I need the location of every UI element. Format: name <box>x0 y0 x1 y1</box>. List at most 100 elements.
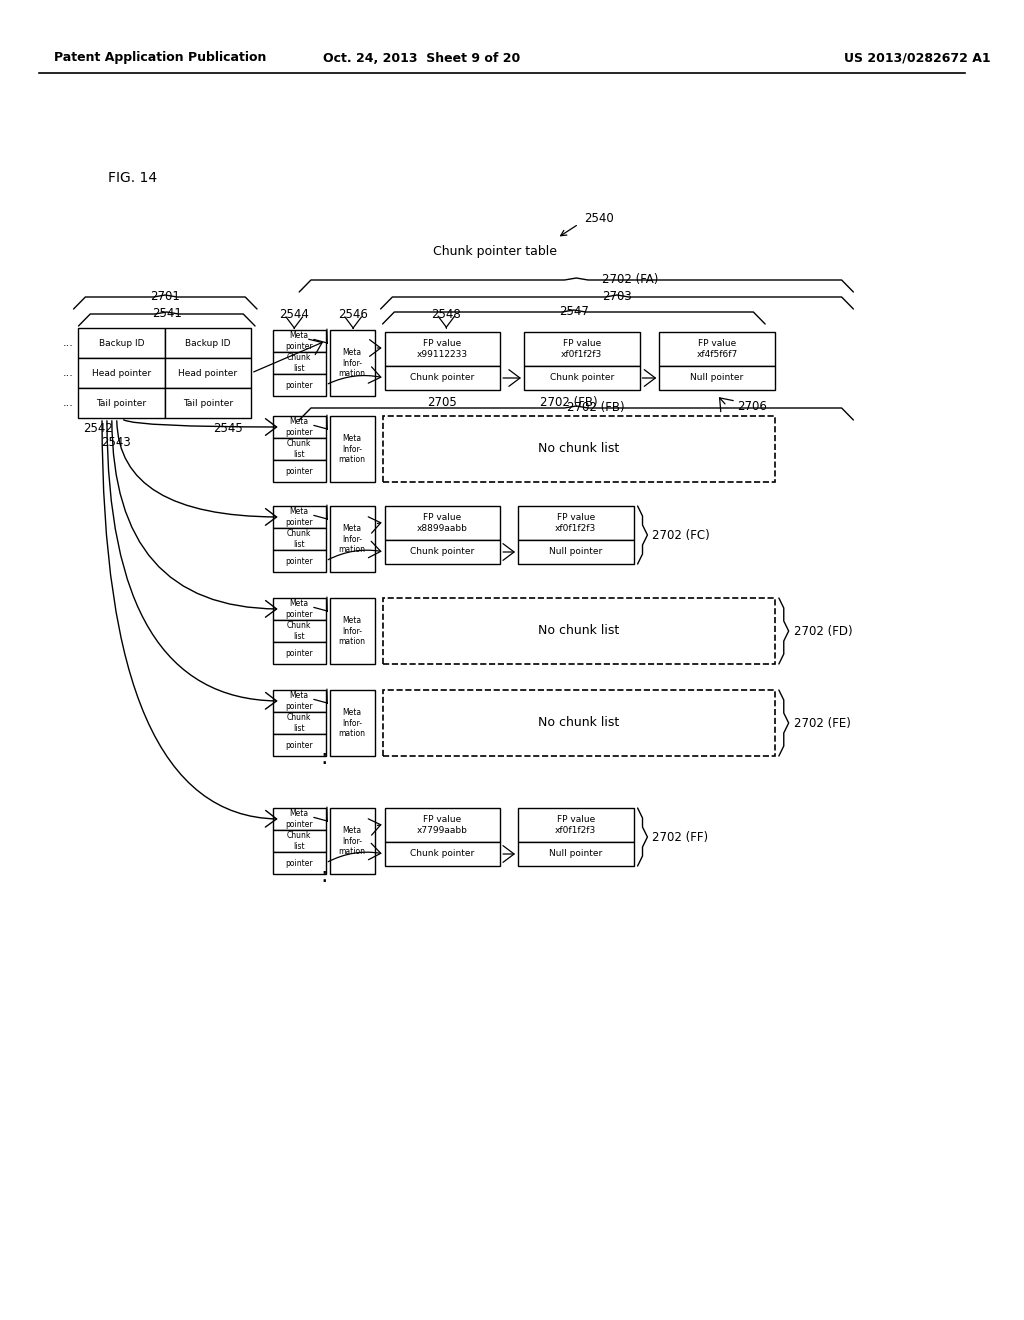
Text: Tail pointer: Tail pointer <box>183 399 233 408</box>
Bar <box>383 690 775 756</box>
Text: :: : <box>319 866 328 886</box>
Text: ...: ... <box>62 338 74 348</box>
Text: 2540: 2540 <box>584 211 613 224</box>
Text: Meta
Infor-
mation: Meta Infor- mation <box>339 524 366 554</box>
Bar <box>165 388 251 418</box>
Text: Chunk pointer: Chunk pointer <box>411 548 474 557</box>
Text: pointer: pointer <box>286 466 313 475</box>
Text: 2702 (FB): 2702 (FB) <box>567 401 625 414</box>
Text: 2702 (FC): 2702 (FC) <box>652 528 710 541</box>
Bar <box>518 540 634 564</box>
Text: Meta
pointer: Meta pointer <box>286 417 313 437</box>
Text: Chunk
list: Chunk list <box>287 832 311 850</box>
Text: FIG. 14: FIG. 14 <box>108 172 157 185</box>
Bar <box>385 366 501 389</box>
Text: 2703: 2703 <box>602 290 632 304</box>
Text: 2706: 2706 <box>736 400 767 413</box>
Bar <box>272 598 326 620</box>
Text: Head pointer: Head pointer <box>92 368 152 378</box>
Bar <box>385 540 501 564</box>
Bar <box>272 711 326 734</box>
Bar <box>272 374 326 396</box>
Text: FP value
xf0f1f2f3: FP value xf0f1f2f3 <box>555 816 596 834</box>
Text: 2547: 2547 <box>559 305 589 318</box>
Text: Chunk
list: Chunk list <box>287 354 311 372</box>
Bar <box>385 808 501 842</box>
Text: Meta
Infor-
mation: Meta Infor- mation <box>339 434 366 463</box>
Text: 2702 (FB): 2702 (FB) <box>540 396 598 409</box>
Bar <box>79 358 165 388</box>
Bar <box>524 366 640 389</box>
Text: Meta
pointer: Meta pointer <box>286 809 313 829</box>
Text: Meta
pointer: Meta pointer <box>286 692 313 710</box>
Bar <box>79 388 165 418</box>
Text: Meta
pointer: Meta pointer <box>286 507 313 527</box>
Text: Meta
Infor-
mation: Meta Infor- mation <box>339 616 366 645</box>
Bar <box>272 416 326 438</box>
Bar <box>272 734 326 756</box>
Text: FP value
x8899aabb: FP value x8899aabb <box>417 513 468 533</box>
Bar <box>79 327 165 358</box>
Text: Tail pointer: Tail pointer <box>96 399 146 408</box>
Text: :: : <box>319 748 328 768</box>
Text: FP value
xf0f1f2f3: FP value xf0f1f2f3 <box>555 513 596 533</box>
Bar <box>518 842 634 866</box>
Bar <box>385 506 501 540</box>
Bar <box>659 333 775 366</box>
Bar <box>518 506 634 540</box>
Text: 2542: 2542 <box>83 422 113 436</box>
Text: pointer: pointer <box>286 741 313 750</box>
Bar <box>330 598 375 664</box>
Text: Chunk
list: Chunk list <box>287 713 311 733</box>
Bar <box>272 690 326 711</box>
Bar <box>165 327 251 358</box>
Text: Meta
Infor-
mation: Meta Infor- mation <box>339 708 366 738</box>
Bar <box>383 416 775 482</box>
Text: Backup ID: Backup ID <box>185 338 230 347</box>
Text: No chunk list: No chunk list <box>539 442 620 455</box>
Text: Meta
Infor-
mation: Meta Infor- mation <box>339 826 366 855</box>
Text: 2545: 2545 <box>213 422 243 436</box>
Bar <box>330 808 375 874</box>
Bar <box>272 459 326 482</box>
Bar <box>272 550 326 572</box>
Text: 2546: 2546 <box>338 308 368 321</box>
Bar <box>330 506 375 572</box>
Text: Head pointer: Head pointer <box>178 368 238 378</box>
Text: FP value
xf4f5f6f7: FP value xf4f5f6f7 <box>696 339 737 359</box>
Text: 2548: 2548 <box>431 308 461 321</box>
Bar <box>383 598 775 664</box>
Bar <box>385 842 501 866</box>
Bar <box>330 330 375 396</box>
Bar <box>659 366 775 389</box>
Text: Null pointer: Null pointer <box>690 374 743 383</box>
Text: 2705: 2705 <box>428 396 458 409</box>
Text: Chunk pointer: Chunk pointer <box>411 374 474 383</box>
Bar <box>272 808 326 830</box>
Text: 2702 (FE): 2702 (FE) <box>794 717 851 730</box>
Bar <box>272 851 326 874</box>
Text: FP value
xf0f1f2f3: FP value xf0f1f2f3 <box>561 339 602 359</box>
Text: Null pointer: Null pointer <box>549 548 602 557</box>
Text: FP value
x99112233: FP value x99112233 <box>417 339 468 359</box>
Text: pointer: pointer <box>286 648 313 657</box>
Text: 2544: 2544 <box>280 308 309 321</box>
Text: No chunk list: No chunk list <box>539 624 620 638</box>
Bar <box>518 808 634 842</box>
Text: Chunk pointer: Chunk pointer <box>550 374 613 383</box>
Text: Chunk pointer: Chunk pointer <box>411 850 474 858</box>
Text: Chunk pointer table: Chunk pointer table <box>433 246 557 259</box>
Bar <box>272 528 326 550</box>
Bar <box>272 506 326 528</box>
Text: Null pointer: Null pointer <box>549 850 602 858</box>
Text: Chunk
list: Chunk list <box>287 440 311 459</box>
Text: 2702 (FD): 2702 (FD) <box>794 624 852 638</box>
Bar <box>272 642 326 664</box>
Text: FP value
x7799aabb: FP value x7799aabb <box>417 816 468 834</box>
Text: Meta
Infor-
mation: Meta Infor- mation <box>339 348 366 378</box>
Bar <box>272 352 326 374</box>
Text: Chunk
list: Chunk list <box>287 529 311 549</box>
Text: pointer: pointer <box>286 380 313 389</box>
Bar <box>524 333 640 366</box>
Bar <box>272 330 326 352</box>
